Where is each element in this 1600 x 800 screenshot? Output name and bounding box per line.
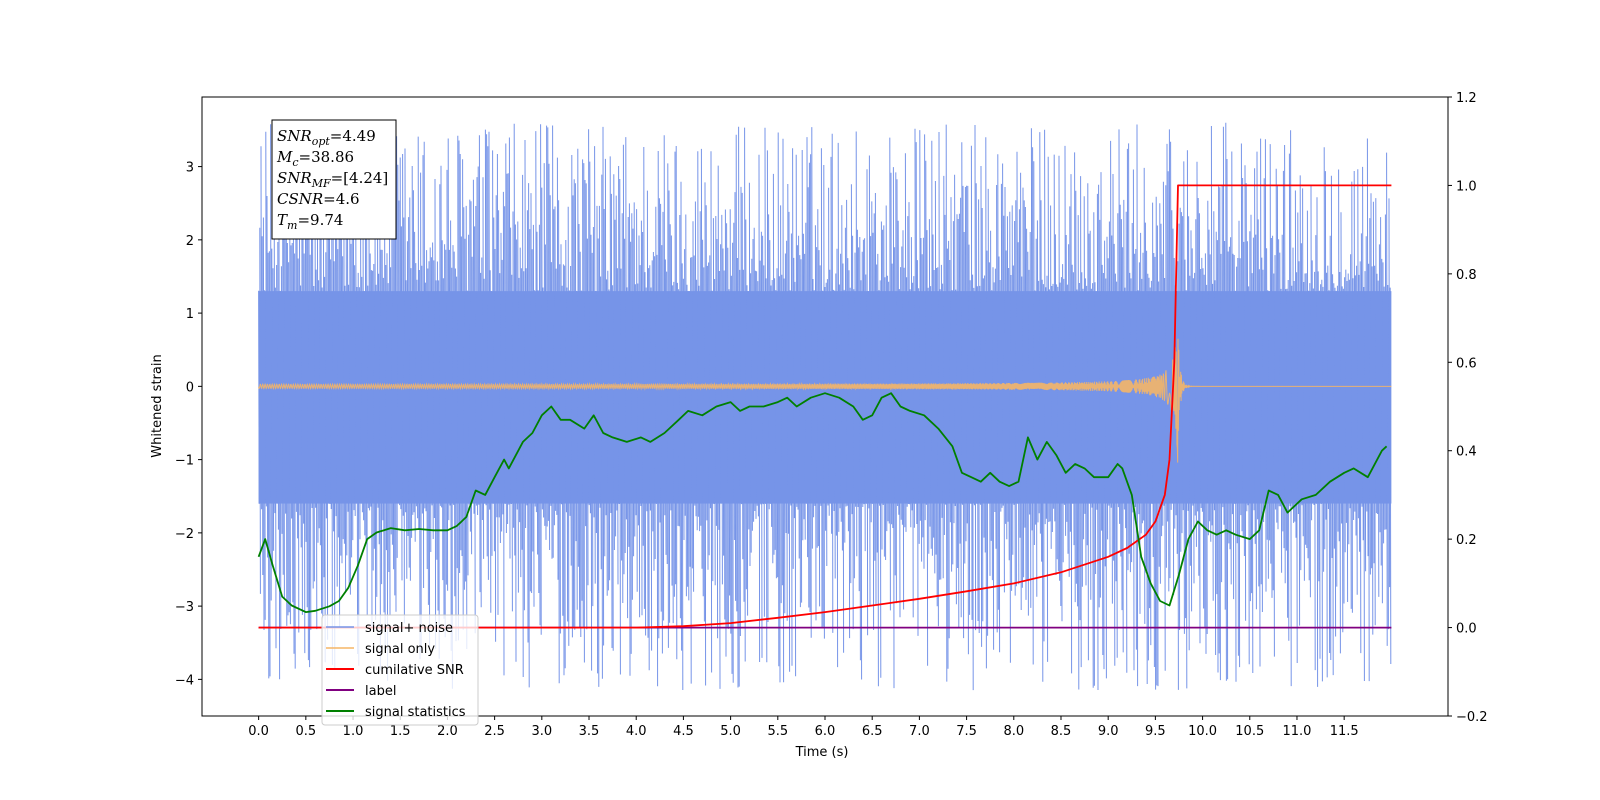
x-tick-label: 6.0 (815, 724, 836, 739)
plot-area (257, 122, 1392, 691)
y-left-tick-label: 2 (186, 234, 194, 249)
x-tick-label: 5.0 (720, 724, 741, 739)
x-tick-label: 0.0 (248, 724, 269, 739)
annotation-line: SNRMF=[4.24] (277, 169, 388, 190)
x-tick-label: 3.5 (579, 724, 600, 739)
x-tick-label: 0.5 (295, 724, 316, 739)
signal-plus-noise-series (258, 122, 1392, 691)
x-tick-label: 11.5 (1330, 724, 1359, 739)
annotation-frame (271, 119, 397, 240)
legend-frame (321, 614, 479, 726)
legend-entry-label: cumilative SNR (365, 663, 464, 678)
annotation-line: Mc=38.86 (276, 148, 354, 169)
legend-entry-label: signal only (365, 642, 435, 657)
y-right-tick-label: −0.2 (1456, 710, 1488, 725)
x-tick-label: 8.0 (1003, 724, 1024, 739)
x-tick-label: 3.0 (531, 724, 552, 739)
x-tick-label: 4.5 (673, 724, 694, 739)
x-tick-label: 2.0 (437, 724, 458, 739)
x-axis-label: Time (s) (795, 745, 849, 760)
signal-statistics-line (257, 392, 1388, 613)
y-right-tick-label: 0.4 (1456, 445, 1477, 460)
legend-entry-label: signal+ noise (365, 621, 453, 636)
x-tick-label: 11.0 (1282, 724, 1311, 739)
y-right-tick-label: 0.6 (1456, 356, 1477, 371)
y-left-tick-label: −2 (175, 527, 194, 542)
legend-entry-label: signal statistics (365, 705, 466, 720)
y-left-tick-label: −1 (175, 454, 194, 469)
x-tick-label: 1.5 (390, 724, 411, 739)
y-axis-right-ticks: 1.2 1.0 0.8 0.6 0.4 0.2 0.0 −0.2 (1448, 91, 1488, 725)
annotation-line: SNRopt=4.49 (277, 127, 376, 148)
y-axis-label: Whitened strain (150, 354, 165, 457)
x-tick-label: 10.5 (1235, 724, 1264, 739)
y-left-tick-label: 0 (186, 380, 194, 395)
x-tick-label: 5.5 (767, 724, 788, 739)
x-tick-label: 8.5 (1051, 724, 1072, 739)
x-tick-label: 7.5 (956, 724, 977, 739)
x-tick-label: 9.0 (1098, 724, 1119, 739)
x-tick-label: 6.5 (862, 724, 883, 739)
x-tick-label: 1.0 (343, 724, 364, 739)
y-axis-left-ticks: 3 2 1 0 −1 −2 −3 −4 (175, 161, 202, 688)
legend: signal+ noise signal only cumilative SNR la… (321, 614, 479, 726)
y-left-tick-label: −4 (175, 673, 194, 688)
x-axis-ticks: 0.0 0.5 1.0 1.5 2.0 2.5 3.0 3.5 4.0 4.5 5.0 5.5 6.0 6… (248, 716, 1359, 739)
signal-only-series (258, 338, 1392, 463)
y-right-tick-label: 1.2 (1456, 91, 1477, 106)
y-left-tick-label: 3 (186, 161, 194, 176)
x-tick-label: 2.5 (484, 724, 505, 739)
y-right-tick-label: 0.0 (1456, 622, 1477, 637)
y-right-tick-label: 0.8 (1456, 268, 1477, 283)
annotation-line: Tm=9.74 (277, 211, 343, 232)
cumulative-snr-line (258, 184, 1392, 629)
x-tick-label: 9.5 (1145, 724, 1166, 739)
x-tick-label: 4.0 (626, 724, 647, 739)
x-tick-label: 7.0 (909, 724, 930, 739)
y-left-tick-label: 1 (186, 307, 194, 322)
y-left-tick-label: −3 (175, 600, 194, 615)
y-right-tick-label: 0.2 (1456, 533, 1477, 548)
legend-entry-label: label (365, 684, 396, 699)
y-right-tick-label: 1.0 (1456, 179, 1477, 194)
x-tick-label: 10.0 (1188, 724, 1217, 739)
signal-only-line (258, 338, 1392, 463)
annotation-line: CSNR=4.6 (277, 190, 360, 208)
